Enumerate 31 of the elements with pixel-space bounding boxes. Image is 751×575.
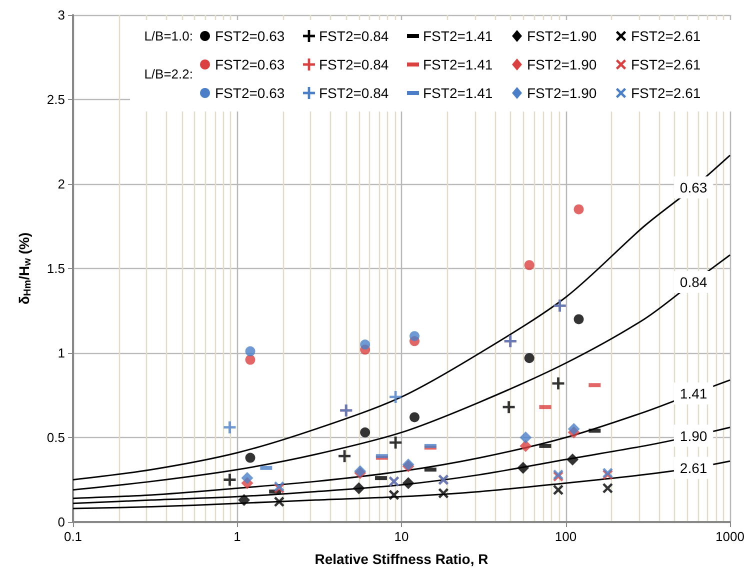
x-tick-label: 1 bbox=[234, 529, 241, 544]
legend-label: FST2=0.63 bbox=[215, 85, 285, 101]
y-tick-label: 0.5 bbox=[46, 430, 65, 445]
x-axis-title: Relative Stiffness Ratio, R bbox=[314, 551, 488, 567]
x-tick-label: 100 bbox=[554, 529, 577, 544]
y-tick-label: 1.5 bbox=[46, 261, 65, 276]
legend-label: FST2=1.90 bbox=[527, 56, 597, 72]
legend-label: FST2=1.41 bbox=[423, 56, 493, 72]
legend-label: FST2=1.90 bbox=[527, 85, 597, 101]
annotation: L/B=1.0: bbox=[144, 28, 193, 44]
annotation: L/B=2.2: bbox=[144, 66, 193, 82]
legend-label: FST2=1.41 bbox=[423, 85, 493, 101]
y-axis-title: δHm/Hw (%) bbox=[16, 232, 34, 305]
legend-label: FST2=0.63 bbox=[215, 56, 285, 72]
legend-label: FST2=0.84 bbox=[319, 85, 389, 101]
y-tick-label: 0 bbox=[58, 514, 65, 530]
legend-label: FST2=0.84 bbox=[319, 28, 389, 44]
y-tick-label: 3 bbox=[58, 8, 65, 22]
legend-label: FST2=2.61 bbox=[631, 56, 701, 72]
legend-label: FST2=0.63 bbox=[215, 28, 285, 44]
y-tick-label: 2.5 bbox=[46, 92, 65, 107]
y-tick-label: 2 bbox=[58, 176, 65, 192]
y-tick-label: 1 bbox=[58, 346, 65, 360]
legend-label: FST2=2.61 bbox=[631, 28, 701, 44]
x-tick-label: 0.1 bbox=[64, 529, 82, 544]
legend-label: FST2=2.61 bbox=[631, 85, 701, 101]
x-tick-label: 1000 bbox=[716, 529, 744, 544]
x-tick-label: 10 bbox=[394, 529, 409, 544]
legend-label: FST2=0.84 bbox=[319, 56, 389, 72]
legend-label: FST2=1.90 bbox=[527, 28, 597, 44]
legend-label: FST2=1.41 bbox=[423, 28, 493, 44]
